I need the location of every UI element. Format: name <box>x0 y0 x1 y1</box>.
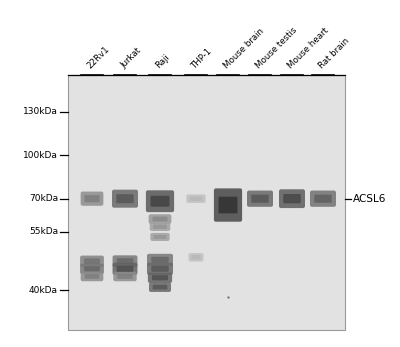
FancyBboxPatch shape <box>191 255 201 260</box>
FancyBboxPatch shape <box>310 191 336 207</box>
Text: ACSL6: ACSL6 <box>353 194 386 204</box>
FancyBboxPatch shape <box>151 257 169 263</box>
FancyBboxPatch shape <box>218 197 238 213</box>
FancyBboxPatch shape <box>150 196 170 207</box>
FancyBboxPatch shape <box>214 188 242 222</box>
Text: 130kDa: 130kDa <box>23 108 58 117</box>
FancyBboxPatch shape <box>84 274 100 279</box>
FancyBboxPatch shape <box>112 255 138 267</box>
Text: 40kDa: 40kDa <box>29 286 58 295</box>
FancyBboxPatch shape <box>279 189 305 208</box>
Text: 22Rv1: 22Rv1 <box>86 44 112 70</box>
FancyBboxPatch shape <box>251 195 269 203</box>
Text: Jurkat: Jurkat <box>119 46 143 70</box>
FancyBboxPatch shape <box>152 275 168 280</box>
FancyBboxPatch shape <box>151 266 169 272</box>
FancyBboxPatch shape <box>117 258 133 264</box>
FancyBboxPatch shape <box>112 190 138 208</box>
Text: Mouse testis: Mouse testis <box>254 25 298 70</box>
Text: 100kDa: 100kDa <box>23 151 58 160</box>
FancyBboxPatch shape <box>84 259 100 264</box>
FancyBboxPatch shape <box>153 285 167 289</box>
FancyBboxPatch shape <box>84 266 100 271</box>
Text: Mouse brain: Mouse brain <box>222 26 266 70</box>
FancyBboxPatch shape <box>147 263 173 275</box>
Bar <box>68 75 345 330</box>
FancyBboxPatch shape <box>150 233 170 241</box>
Text: Raji: Raji <box>154 52 171 70</box>
FancyBboxPatch shape <box>148 272 172 283</box>
FancyBboxPatch shape <box>283 194 301 203</box>
FancyBboxPatch shape <box>153 225 167 229</box>
FancyBboxPatch shape <box>84 195 100 202</box>
FancyBboxPatch shape <box>116 194 134 203</box>
FancyBboxPatch shape <box>81 192 103 206</box>
FancyBboxPatch shape <box>190 196 202 201</box>
FancyBboxPatch shape <box>150 222 170 231</box>
Text: Rat brain: Rat brain <box>317 36 351 70</box>
FancyBboxPatch shape <box>113 272 137 281</box>
FancyBboxPatch shape <box>146 190 174 212</box>
FancyBboxPatch shape <box>117 266 133 272</box>
FancyBboxPatch shape <box>149 282 171 292</box>
FancyBboxPatch shape <box>149 214 171 224</box>
FancyBboxPatch shape <box>147 254 173 266</box>
FancyBboxPatch shape <box>80 256 104 267</box>
FancyBboxPatch shape <box>188 253 204 262</box>
Text: THP-1: THP-1 <box>190 46 214 70</box>
FancyBboxPatch shape <box>154 235 166 239</box>
FancyBboxPatch shape <box>152 217 168 221</box>
FancyBboxPatch shape <box>314 195 332 203</box>
FancyBboxPatch shape <box>80 264 104 274</box>
FancyBboxPatch shape <box>247 191 273 207</box>
FancyBboxPatch shape <box>186 194 206 203</box>
Text: Mouse heart: Mouse heart <box>286 26 330 70</box>
FancyBboxPatch shape <box>81 272 103 281</box>
FancyBboxPatch shape <box>117 274 133 279</box>
Text: 55kDa: 55kDa <box>29 227 58 236</box>
FancyBboxPatch shape <box>112 263 138 275</box>
Text: 70kDa: 70kDa <box>29 194 58 203</box>
